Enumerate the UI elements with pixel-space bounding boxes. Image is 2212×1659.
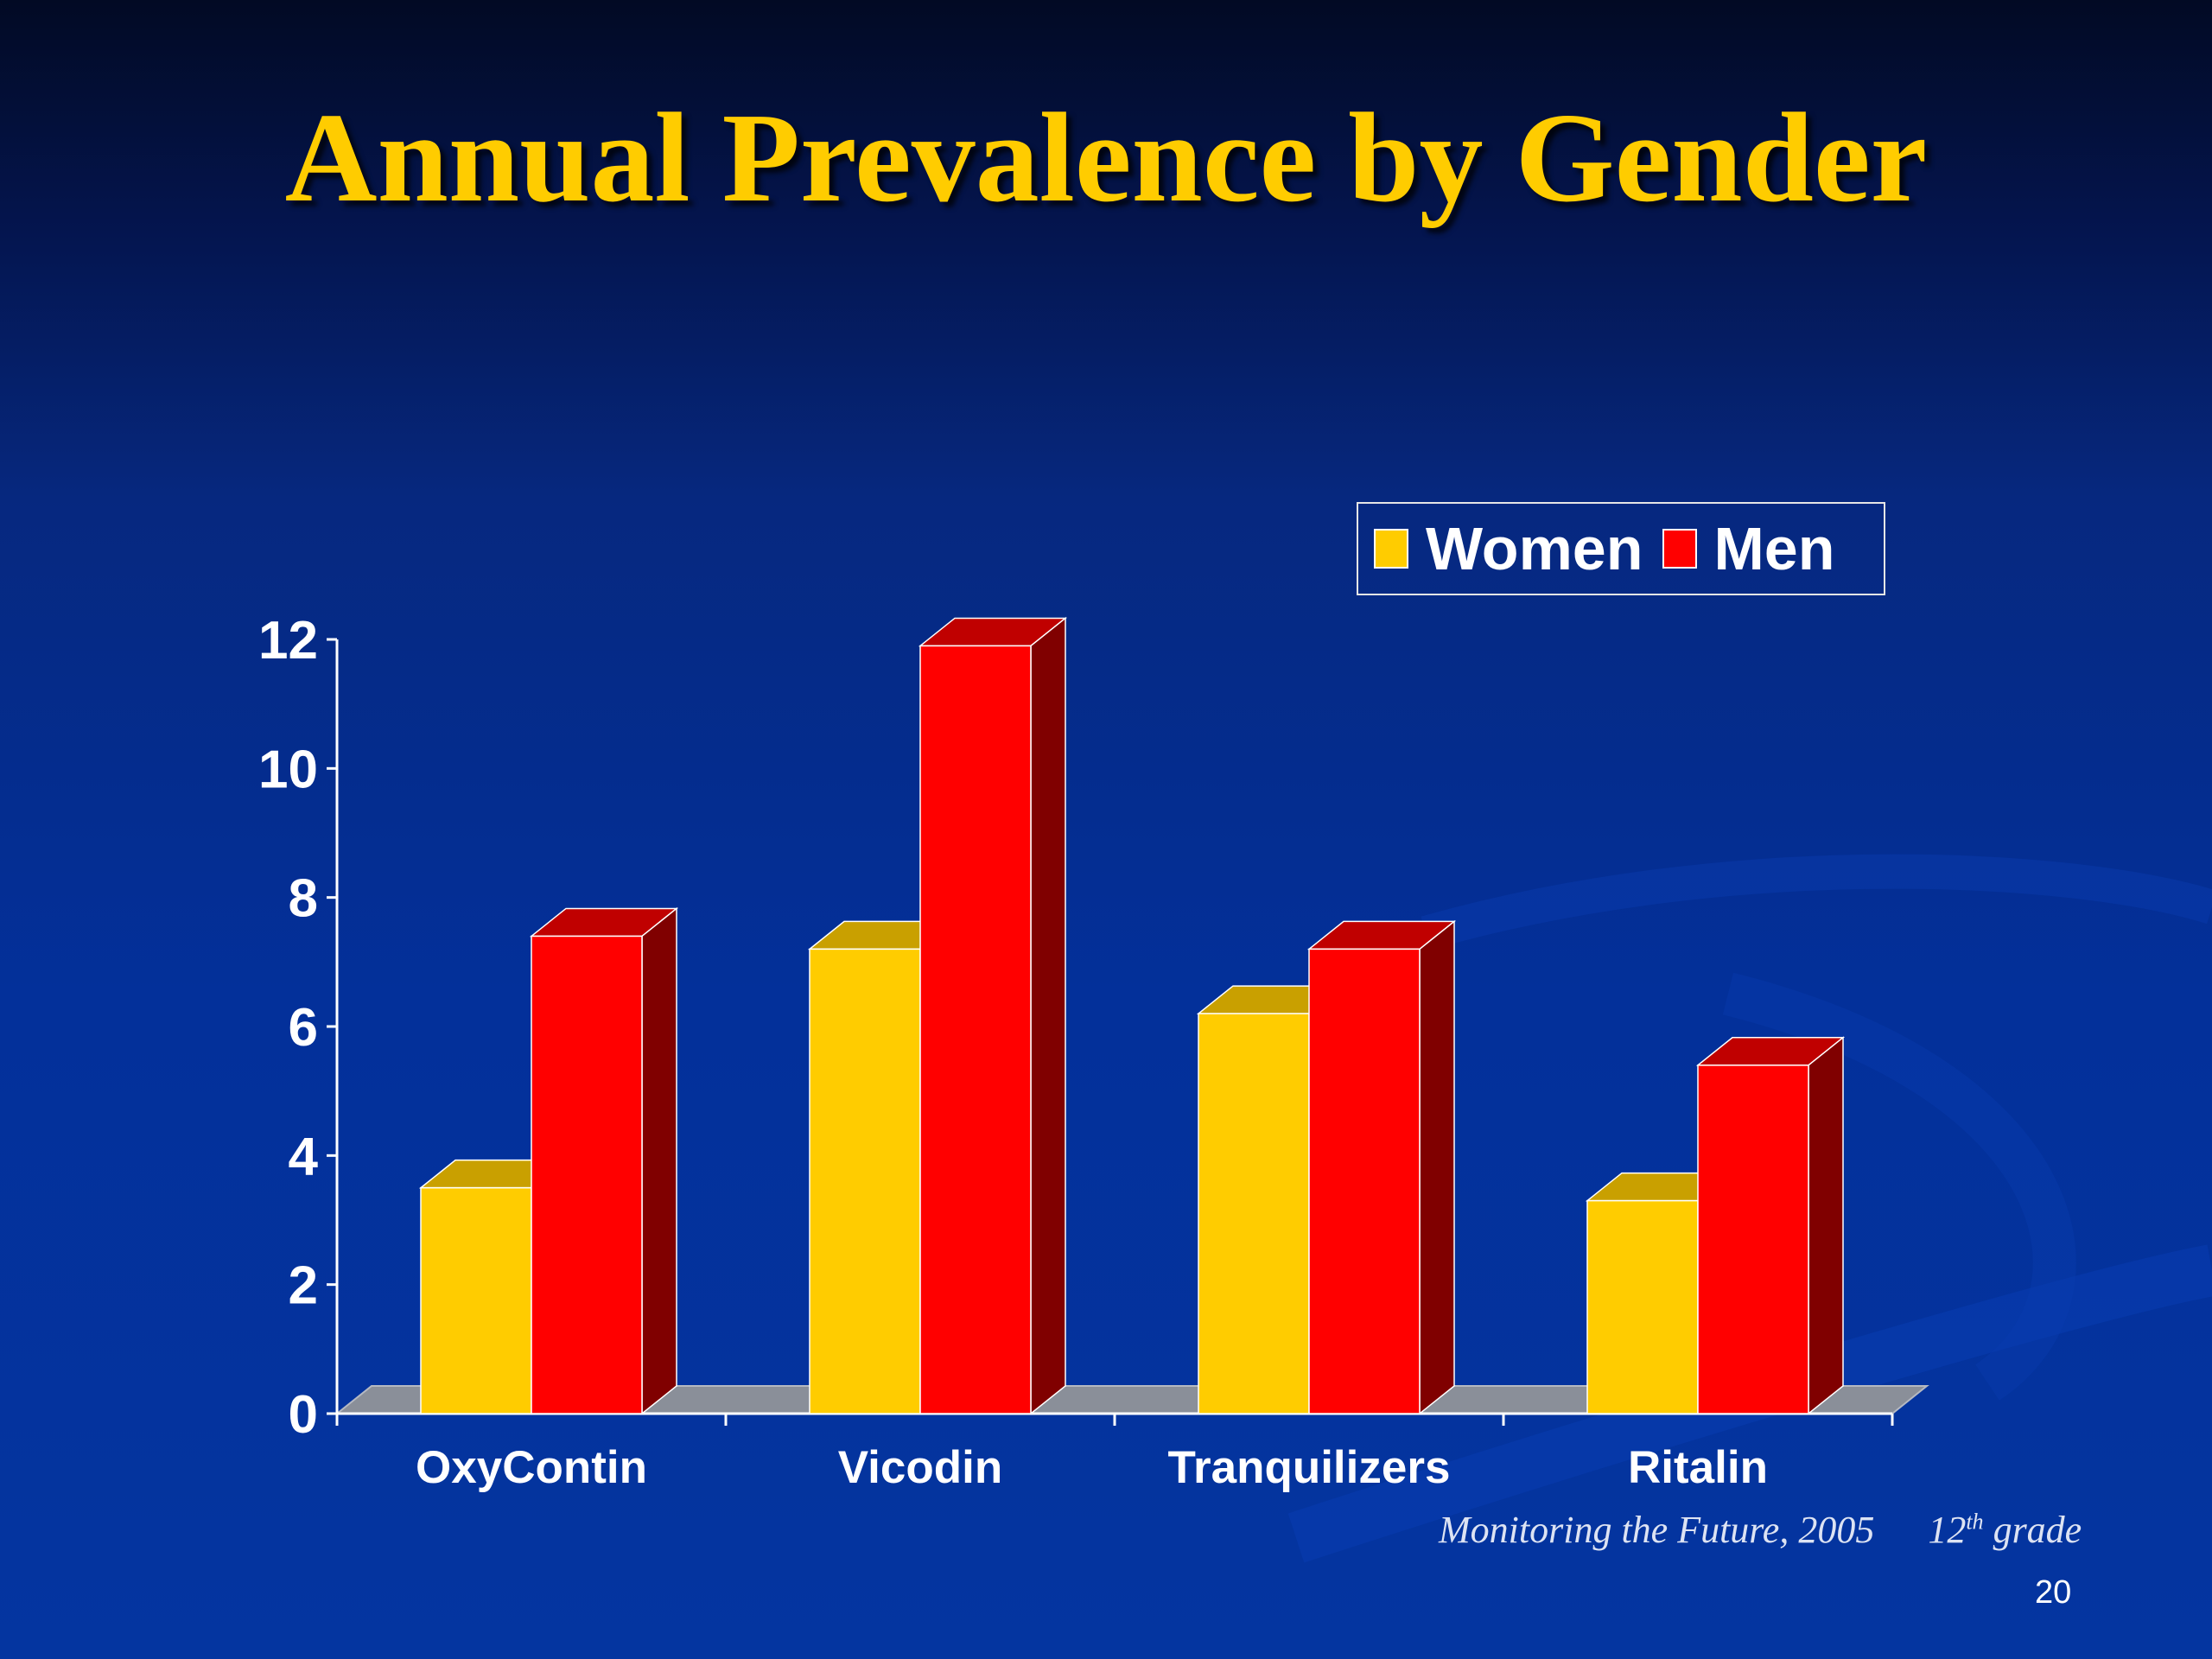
grade-word: grade	[1993, 1509, 2082, 1551]
source-note: Monitoring the Future, 2005 12th grade	[1439, 1508, 2082, 1552]
x-category-label: Tranquilizers	[1168, 1442, 1451, 1493]
y-tick-label: 6	[289, 998, 318, 1058]
x-category-label: Ritalin	[1628, 1442, 1768, 1493]
x-category-label: Vicodin	[838, 1442, 1002, 1493]
legend-item-men: Men	[1662, 514, 1835, 583]
grade-suffix: th	[1966, 1509, 1984, 1535]
bar-side-men-tranquilizers	[1419, 919, 1455, 1415]
y-tick-label: 0	[289, 1385, 318, 1445]
legend-label-women: Women	[1426, 515, 1643, 582]
legend-item-women: Women	[1374, 514, 1643, 583]
bar-side-men-oxycontin	[641, 906, 677, 1415]
y-tick-label: 12	[258, 611, 318, 671]
legend-swatch-men	[1662, 529, 1697, 569]
page-number: 20	[2035, 1574, 2072, 1611]
bar-men-tranquilizers	[1308, 948, 1421, 1414]
y-tick-label: 2	[289, 1256, 318, 1316]
legend-swatch-women	[1374, 529, 1408, 569]
slide-title: Annual Prevalence by Gender	[284, 87, 1928, 229]
bar-women-vicodin	[809, 948, 921, 1414]
bar-women-oxycontin	[420, 1186, 532, 1414]
y-tick-label: 8	[289, 869, 318, 929]
x-category-label: OxyContin	[416, 1442, 647, 1493]
legend-label-men: Men	[1713, 515, 1835, 582]
bar-side-men-ritalin	[1808, 1036, 1844, 1415]
bar-women-ritalin	[1586, 1199, 1699, 1414]
source-citation: Monitoring the Future, 2005	[1439, 1509, 1875, 1551]
y-tick-label: 4	[289, 1127, 319, 1186]
bar-men-vicodin	[919, 645, 1032, 1414]
bar-side-men-vicodin	[1030, 616, 1066, 1415]
y-tick-label: 10	[258, 740, 318, 799]
grade-number: 12	[1928, 1509, 1967, 1551]
bar-women-tranquilizers	[1198, 1013, 1310, 1414]
chart-legend: Women Men	[1357, 502, 1885, 595]
bar-men-ritalin	[1697, 1065, 1809, 1414]
bar-men-oxycontin	[531, 935, 643, 1414]
